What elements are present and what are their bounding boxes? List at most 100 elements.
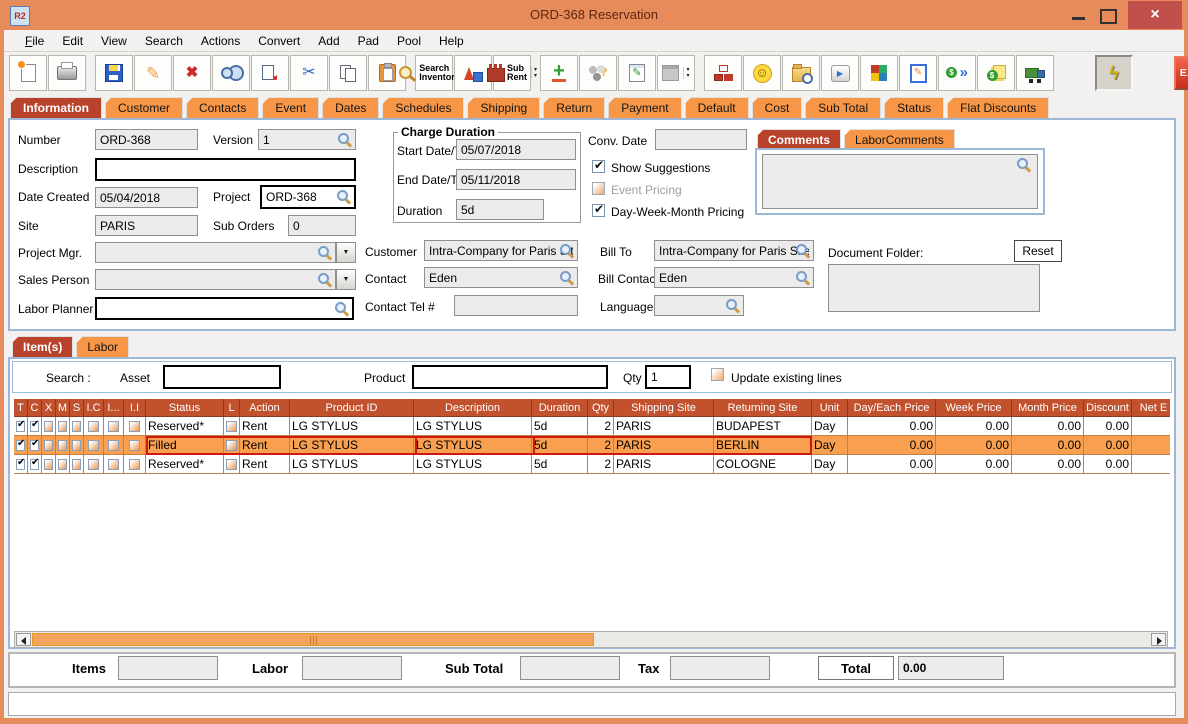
- scrollbar-thumb[interactable]: [32, 633, 594, 646]
- cell-qty[interactable]: 2: [588, 455, 614, 474]
- tab-payment[interactable]: Payment: [608, 97, 682, 118]
- row-checkbox-i-c[interactable]: [88, 458, 99, 470]
- cell-x[interactable]: [42, 436, 56, 455]
- comments-tab-comments[interactable]: Comments: [757, 129, 842, 150]
- project-mgr-dropdown-button[interactable]: ▼: [336, 242, 356, 263]
- cell-day-each-price[interactable]: 0.00: [848, 455, 936, 474]
- cell-month-price[interactable]: 0.00: [1012, 455, 1084, 474]
- labor-planner-field[interactable]: [95, 297, 354, 320]
- menu-edit[interactable]: Edit: [62, 33, 84, 48]
- cell-i-i[interactable]: [124, 455, 146, 474]
- cell-l[interactable]: [224, 455, 240, 474]
- cell-status[interactable]: Reserved*: [146, 455, 224, 474]
- smiley-button[interactable]: ☺: [743, 55, 781, 91]
- qty-input[interactable]: 1: [645, 365, 691, 389]
- contact-field[interactable]: Eden: [424, 267, 578, 288]
- menu-pad[interactable]: Pad: [357, 33, 379, 48]
- col-header-action[interactable]: Action: [240, 399, 290, 417]
- row-checkbox-m[interactable]: [58, 458, 67, 470]
- cell-net-e[interactable]: [1132, 417, 1170, 436]
- tab-shipping[interactable]: Shipping: [467, 97, 541, 118]
- cell-i-i[interactable]: [124, 417, 146, 436]
- project-field[interactable]: ORD-368: [260, 185, 356, 209]
- cell-product-id[interactable]: LG STYLUS: [290, 436, 414, 455]
- cell-shipping-site[interactable]: PARIS: [614, 436, 714, 455]
- col-header-net-e[interactable]: Net E: [1132, 399, 1170, 417]
- col-header-qty[interactable]: Qty: [588, 399, 614, 417]
- edit-pencil-button[interactable]: ✎: [134, 55, 172, 91]
- col-header-shipping-site[interactable]: Shipping Site: [614, 399, 714, 417]
- sub-rent-dropdown-icon[interactable]: ▾ ▾: [531, 67, 537, 79]
- search-inventory-button[interactable]: Search Inventory▾▾: [399, 55, 470, 91]
- cell-shipping-site[interactable]: PARIS: [614, 417, 714, 436]
- pool-button[interactable]: ?: [579, 55, 617, 91]
- color-blocks-button[interactable]: [860, 55, 898, 91]
- col-header-m[interactable]: M: [56, 399, 70, 417]
- cell-action[interactable]: Rent: [240, 417, 290, 436]
- cell-description[interactable]: LG STYLUS: [414, 455, 532, 474]
- col-header-week-price[interactable]: Week Price: [936, 399, 1012, 417]
- cell-m[interactable]: [56, 455, 70, 474]
- minimize-button[interactable]: [1072, 17, 1085, 20]
- cell-qty[interactable]: 2: [588, 417, 614, 436]
- row-checkbox-i-i[interactable]: [129, 439, 140, 451]
- end-date-field[interactable]: 05/11/2018: [456, 169, 576, 190]
- save-button[interactable]: [95, 55, 133, 91]
- cell-returning-site[interactable]: BERLIN: [714, 436, 812, 455]
- col-header-t[interactable]: T: [14, 399, 28, 417]
- dollar-notes-button[interactable]: [977, 55, 1015, 91]
- col-header-status[interactable]: Status: [146, 399, 224, 417]
- cell-discount[interactable]: 0.00: [1084, 455, 1132, 474]
- maximize-button[interactable]: [1100, 9, 1117, 24]
- menu-actions[interactable]: Actions: [200, 33, 241, 48]
- cell-action[interactable]: Rent: [240, 436, 290, 455]
- sales-person-dropdown-button[interactable]: ▼: [336, 269, 356, 290]
- cell-status[interactable]: Filled: [146, 436, 224, 455]
- col-header-l[interactable]: L: [224, 399, 240, 417]
- col-header-i-c[interactable]: I.C: [84, 399, 104, 417]
- cell-s[interactable]: [70, 417, 84, 436]
- cell-discount[interactable]: 0.00: [1084, 436, 1132, 455]
- cell-i-c[interactable]: [84, 436, 104, 455]
- contact-lookup-icon[interactable]: [559, 270, 575, 286]
- close-button[interactable]: ×: [1128, 1, 1182, 29]
- version-field[interactable]: 1: [258, 129, 356, 150]
- col-header-duration[interactable]: Duration: [532, 399, 588, 417]
- cell-qty[interactable]: 2: [588, 436, 614, 455]
- bill-to-field[interactable]: Intra-Company for Paris Site: [654, 240, 814, 261]
- show-suggestions-checkbox[interactable]: [592, 158, 605, 173]
- cell-t[interactable]: [14, 417, 28, 436]
- cell-week-price[interactable]: 0.00: [936, 436, 1012, 455]
- cell-unit[interactable]: Day: [812, 455, 848, 474]
- menu-pool[interactable]: Pool: [396, 33, 422, 48]
- row-checkbox-t[interactable]: [16, 438, 25, 451]
- cell-i[interactable]: [104, 417, 124, 436]
- tab-contacts[interactable]: Contacts: [186, 97, 260, 118]
- sales-person-lookup-icon[interactable]: [317, 272, 333, 288]
- copy-to-button[interactable]: ↘: [251, 55, 289, 91]
- col-header-returning-site[interactable]: Returning Site: [714, 399, 812, 417]
- dollar-forward-button[interactable]: »: [938, 55, 976, 91]
- day-week-month-pricing-checkbox[interactable]: [592, 202, 605, 217]
- menu-help[interactable]: Help: [439, 33, 464, 48]
- language-field[interactable]: [654, 295, 744, 316]
- cell-duration[interactable]: 5d: [532, 417, 588, 436]
- cell-c[interactable]: [28, 417, 42, 436]
- tab-status[interactable]: Status: [884, 97, 945, 118]
- cell-day-each-price[interactable]: 0.00: [848, 436, 936, 455]
- row-checkbox-c[interactable]: [30, 457, 39, 470]
- row-checkbox-i-i[interactable]: [129, 458, 140, 470]
- tab-sub-total[interactable]: Sub Total: [805, 97, 882, 118]
- col-header-c[interactable]: C: [28, 399, 42, 417]
- menu-add[interactable]: Add: [318, 33, 340, 48]
- horizontal-scrollbar[interactable]: [14, 631, 1168, 648]
- sales-person-field[interactable]: [95, 269, 336, 290]
- cell-shipping-site[interactable]: PARIS: [614, 455, 714, 474]
- cell-l[interactable]: [224, 417, 240, 436]
- row-checkbox-i-i[interactable]: [129, 420, 140, 432]
- cell-product-id[interactable]: LG STYLUS: [290, 417, 414, 436]
- row-checkbox-m[interactable]: [58, 420, 67, 432]
- document-folder-textarea[interactable]: [828, 264, 1040, 312]
